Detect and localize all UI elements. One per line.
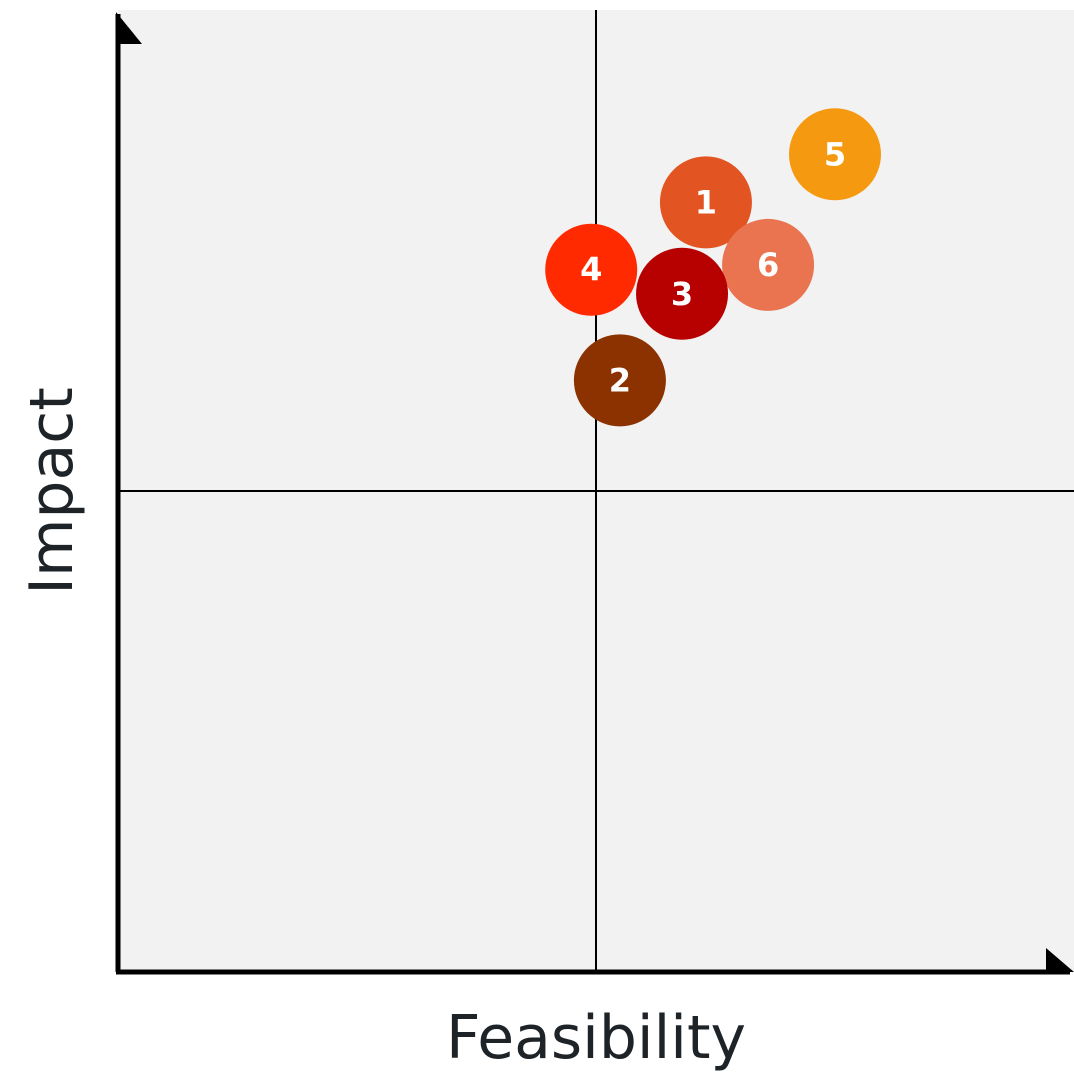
data-point-2: 2: [573, 334, 666, 427]
data-point-marker: [545, 223, 638, 316]
data-point-marker: [636, 247, 729, 340]
data-point-6: 6: [722, 218, 815, 311]
data-points: 2 1 4 6 3 5: [545, 108, 881, 427]
data-point-label: 2: [609, 361, 631, 399]
data-point-marker: [722, 218, 815, 311]
data-point-3: 3: [636, 247, 729, 340]
x-axis-title: Feasibility: [446, 1003, 746, 1073]
data-point-marker: [659, 156, 752, 249]
data-point-label: 5: [824, 135, 846, 173]
data-point-5: 5: [789, 108, 881, 201]
data-point-marker: [573, 334, 666, 427]
data-point-4: 4: [545, 223, 638, 316]
data-point-marker: [789, 108, 881, 201]
y-axis-arrow: [116, 12, 142, 44]
data-point-label: 6: [757, 246, 779, 284]
data-point-label: 3: [671, 275, 693, 313]
x-axis-arrow: [1046, 948, 1074, 972]
data-point-1: 1: [659, 156, 752, 249]
data-point-label: 1: [695, 183, 717, 221]
data-point-label: 4: [580, 251, 602, 289]
y-axis-title: Impact: [17, 387, 87, 595]
